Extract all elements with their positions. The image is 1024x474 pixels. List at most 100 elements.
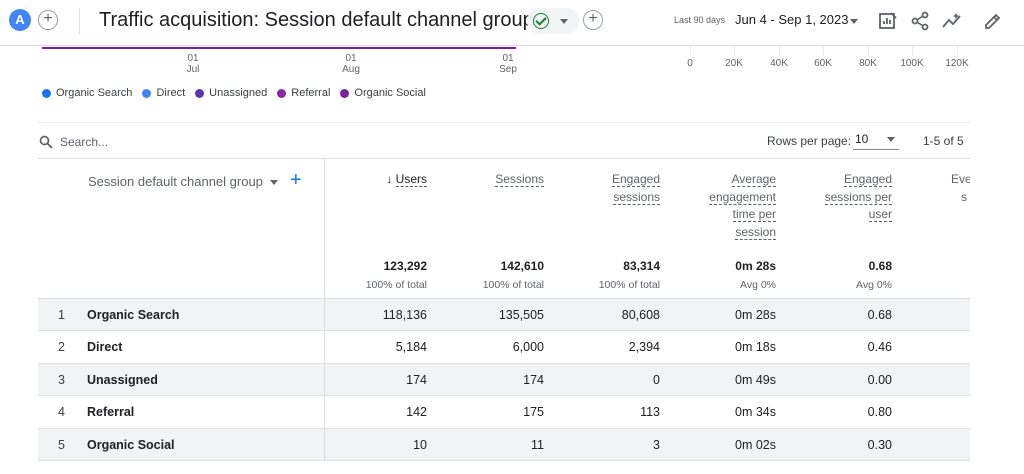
channel-name: Organic Social xyxy=(87,437,175,452)
date-range-chevron-icon[interactable] xyxy=(850,19,858,24)
bar-chart-gridline xyxy=(823,46,824,56)
channel-name: Organic Search xyxy=(87,308,180,322)
cell-engaged-sessions: 113 xyxy=(640,405,660,420)
dimension-cell: 1 Organic Search xyxy=(38,299,325,331)
row-index: 3 xyxy=(58,372,65,387)
cell-users: 10 xyxy=(413,437,427,452)
legend-label: Organic Social xyxy=(354,87,426,99)
bar-axis-tick: 80K xyxy=(859,58,877,69)
total-users: 123,292 xyxy=(383,259,427,273)
row-index: 2 xyxy=(58,340,65,355)
column-header-sessions[interactable]: Sessions xyxy=(495,171,544,189)
legend-item-direct[interactable]: Direct xyxy=(142,87,185,99)
cell-engaged-sessions-per-user: 0.68 xyxy=(867,308,892,322)
add-comparison-plus-icon[interactable]: + xyxy=(583,10,603,30)
table-row[interactable]: 3 Unassigned 174 174 0 0m 49s 0.00 xyxy=(38,363,970,397)
total-subtext: Avg 0% xyxy=(856,279,892,291)
total-engaged-sessions: 83,314 xyxy=(623,259,660,273)
cell-engaged-sessions-per-user: 0.80 xyxy=(867,405,892,420)
legend-item-organic-social[interactable]: Organic Social xyxy=(340,87,426,99)
insights-icon[interactable] xyxy=(941,10,963,32)
cell-avg-engagement-time: 0m 49s xyxy=(735,372,776,387)
cell-engaged-sessions-per-user: 0.46 xyxy=(867,340,892,355)
rows-per-page-value: 10 xyxy=(855,132,869,146)
table-row[interactable]: 1 Organic Search 118,136 135,505 80,608 … xyxy=(38,299,970,332)
customize-report-icon[interactable] xyxy=(877,10,899,32)
column-label: engagement xyxy=(709,189,776,205)
legend-item-unassigned[interactable]: Unassigned xyxy=(195,87,267,99)
x-axis-tick: 01 Jul xyxy=(186,53,200,75)
cell-engaged-sessions: 0 xyxy=(653,372,660,387)
dimension-chevron-icon[interactable] xyxy=(270,180,278,185)
chevron-down-icon xyxy=(560,19,568,24)
total-subtext: Avg 0% xyxy=(740,279,776,291)
column-label: Sessions xyxy=(495,172,544,187)
bar-axis-tick: 20K xyxy=(725,58,743,69)
dimension-header-cell: Session default channel group + xyxy=(38,159,325,299)
column-header-events-truncated[interactable]: Eve s xyxy=(951,171,970,206)
date-range-picker[interactable]: Jun 4 - Sep 1, 2023 xyxy=(735,12,848,27)
cell-users: 118,136 xyxy=(382,308,427,322)
account-avatar[interactable]: A xyxy=(9,9,31,31)
bar-chart-gridline xyxy=(912,46,913,56)
table-row[interactable]: 5 Organic Social 10 11 3 0m 02s 0.30 xyxy=(38,428,970,461)
date-range-value: Jun 4 - Sep 1, 2023 xyxy=(735,12,849,27)
add-dimension-icon[interactable]: + xyxy=(290,169,302,191)
table-header-row: Session default channel group + ↓ Users … xyxy=(38,158,970,299)
dimension-cell: 2 Direct xyxy=(38,331,325,363)
cell-engaged-sessions: 3 xyxy=(653,437,660,452)
legend-label: Unassigned xyxy=(209,87,268,99)
dimension-selector[interactable]: Session default channel group xyxy=(88,174,263,189)
legend-dot xyxy=(42,88,51,98)
cell-sessions: 6,000 xyxy=(512,340,544,355)
table-row[interactable]: 4 Referral 142 175 113 0m 34s 0.80 xyxy=(38,396,970,429)
legend-item-organic-search[interactable]: Organic Search xyxy=(42,87,132,99)
dimension-cell: 3 Unassigned xyxy=(38,363,325,396)
bar-axis-tick: 40K xyxy=(770,58,788,69)
legend-label: Organic Search xyxy=(56,87,133,99)
column-label: Users xyxy=(395,172,427,187)
bar-axis-tick: 60K xyxy=(814,58,832,69)
x-axis-tick: 01 Sep xyxy=(499,53,517,75)
add-comparison-icon[interactable]: + xyxy=(38,10,58,30)
total-sessions: 142,610 xyxy=(500,259,544,273)
cell-engaged-sessions-per-user: 0.00 xyxy=(867,372,892,387)
column-label: Engaged xyxy=(611,172,660,187)
cell-avg-engagement-time: 0m 02s xyxy=(735,437,776,452)
cell-users: 5,184 xyxy=(395,340,427,355)
legend-dot xyxy=(277,88,287,98)
total-subtext: 100% of total xyxy=(482,279,544,291)
legend-item-referral[interactable]: Referral xyxy=(277,87,330,99)
cell-engaged-sessions: 80,608 xyxy=(621,308,660,322)
report-status-button[interactable] xyxy=(527,8,579,34)
cell-sessions: 174 xyxy=(523,372,544,387)
total-avg-engagement-time: 0m 28s xyxy=(735,259,776,273)
column-header-engaged-sessions-per-user[interactable]: Engaged sessions per user xyxy=(824,171,892,224)
legend-label: Referral xyxy=(291,87,331,99)
chart-legend: Organic Search Direct Unassigned Referra… xyxy=(42,87,426,99)
table-search-input[interactable] xyxy=(60,132,360,152)
cell-sessions: 11 xyxy=(531,437,544,452)
rows-per-page-label: Rows per page: xyxy=(767,134,852,148)
x-axis-tick: 01 Aug xyxy=(342,53,360,75)
legend-dot xyxy=(340,88,350,98)
bar-chart-gridline xyxy=(734,46,735,56)
column-header-users[interactable]: ↓ Users xyxy=(386,171,427,189)
table-row[interactable]: 2 Direct 5,184 6,000 2,394 0m 18s 0.46 xyxy=(38,331,970,364)
channel-name: Unassigned xyxy=(87,372,158,387)
column-header-avg-engagement-time[interactable]: Average engagement time per session xyxy=(709,171,776,241)
column-header-engaged-sessions[interactable]: Engaged sessions xyxy=(611,171,660,206)
rows-per-page-select[interactable]: 10 xyxy=(853,130,899,150)
column-label: Eve xyxy=(951,172,970,186)
total-subtext: 100% of total xyxy=(598,279,660,291)
data-table: Session default channel group + ↓ Users … xyxy=(38,158,970,461)
dimension-cell: 4 Referral xyxy=(38,396,325,428)
column-label: Engaged xyxy=(843,172,892,187)
share-icon[interactable] xyxy=(909,10,931,32)
channel-name: Direct xyxy=(87,340,123,355)
cell-sessions: 175 xyxy=(523,405,544,420)
column-label: sessions xyxy=(613,189,660,205)
check-circle-icon xyxy=(533,13,549,29)
edit-pencil-icon[interactable] xyxy=(982,10,1004,32)
pagination-range: 1-5 of 5 xyxy=(923,134,964,148)
